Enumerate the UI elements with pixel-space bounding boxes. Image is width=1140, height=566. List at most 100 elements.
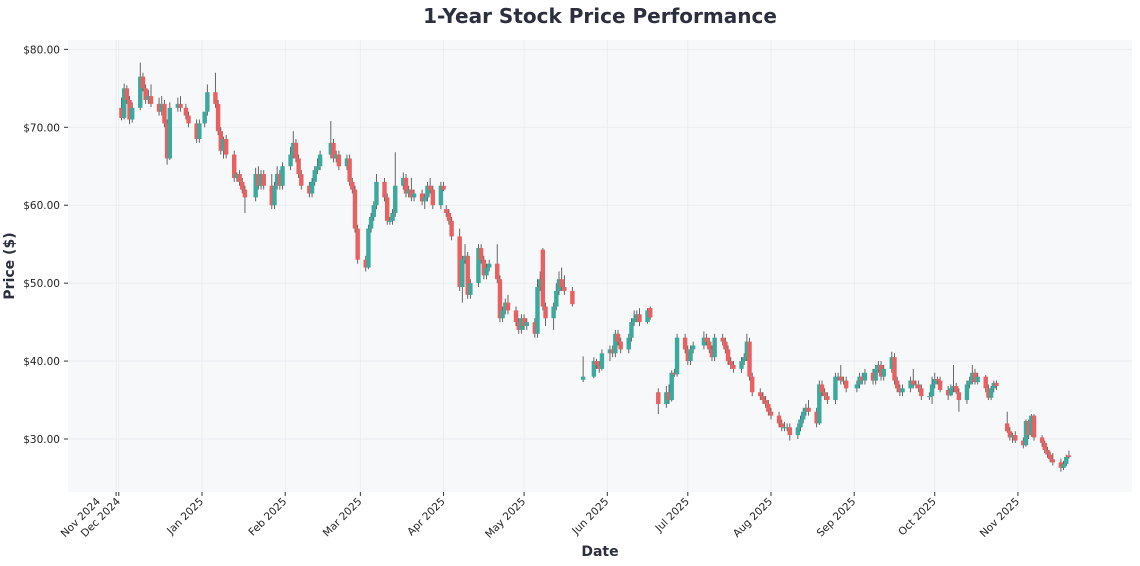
candle <box>234 172 240 182</box>
candle <box>825 392 830 404</box>
candle <box>328 121 334 159</box>
candle-body-up <box>556 279 562 291</box>
candle <box>747 337 752 381</box>
candle <box>331 138 336 163</box>
candle <box>336 150 342 171</box>
candle-body-down <box>704 337 709 342</box>
candle <box>580 356 586 383</box>
candle <box>363 255 368 272</box>
candle-body-down <box>299 174 304 186</box>
candle-body-up <box>500 310 505 319</box>
candle <box>218 127 223 155</box>
candle-body-down <box>505 302 511 311</box>
candle-body-up <box>929 384 935 397</box>
candle <box>441 181 446 192</box>
candle <box>164 119 170 165</box>
candle <box>819 380 825 397</box>
candle-body-down <box>457 236 462 288</box>
candle <box>975 372 980 385</box>
candle-body-down <box>878 364 884 377</box>
candle-body-up <box>438 185 444 206</box>
x-tick-label: Apr 2025 <box>405 496 448 539</box>
candle <box>465 251 470 299</box>
candle-body-down <box>672 372 677 375</box>
candle-body-down <box>441 185 446 190</box>
candle-body-down <box>331 142 336 159</box>
candle-body-down <box>956 392 962 401</box>
candle-body-down <box>897 388 903 393</box>
candle-body-down <box>747 341 752 377</box>
candle <box>213 72 218 108</box>
candle-body-down <box>776 415 782 424</box>
candle <box>551 302 556 330</box>
candle-body-down <box>763 400 768 404</box>
candle-body-down <box>427 185 433 190</box>
candle-body-down <box>495 263 500 280</box>
candle <box>916 380 921 393</box>
candle <box>167 102 172 161</box>
candle-body-up <box>690 345 696 350</box>
candle <box>795 423 801 440</box>
candle-body-up <box>368 216 374 229</box>
candle-body-up <box>315 166 320 171</box>
candle <box>427 177 433 194</box>
candle-body-down <box>350 181 355 190</box>
candle-body-down <box>256 174 261 186</box>
gridlines <box>68 40 1132 492</box>
candle <box>672 368 677 377</box>
candle <box>366 224 371 270</box>
candle <box>701 331 707 350</box>
candle <box>232 150 237 182</box>
candle <box>948 384 954 397</box>
candle-body-up <box>393 185 398 214</box>
candle-body-up <box>626 337 631 350</box>
candle <box>870 368 876 385</box>
candle-body-up <box>833 376 838 401</box>
candle-body-up <box>607 349 613 354</box>
candle-body-down <box>615 333 621 342</box>
candle <box>798 415 803 432</box>
candle-body-up <box>1029 415 1034 436</box>
candle <box>562 275 567 295</box>
candle <box>900 384 905 397</box>
candle-body-down <box>919 388 924 397</box>
candle <box>554 283 559 311</box>
candle-body-down <box>983 376 988 389</box>
candle <box>822 388 827 401</box>
candle-body-up <box>175 103 181 108</box>
candle-body-down <box>1013 435 1018 441</box>
candle <box>744 333 750 362</box>
candle <box>221 136 226 159</box>
candle-body-up <box>406 189 411 194</box>
candle <box>951 364 956 393</box>
candle <box>299 170 304 190</box>
candle <box>237 170 242 186</box>
candle-body-down <box>497 279 503 319</box>
candle-body-down <box>648 308 653 318</box>
candle-body-up <box>537 279 543 288</box>
candle <box>615 329 621 346</box>
candle-body-up <box>795 427 801 436</box>
candle <box>817 380 822 425</box>
candle-body-up <box>580 376 586 380</box>
candle-body-up <box>390 213 395 221</box>
candle-body-down <box>384 197 390 221</box>
candle-body-up <box>503 302 508 311</box>
candle <box>371 201 376 221</box>
candle-body-down <box>1026 421 1031 436</box>
candle <box>438 181 444 210</box>
candle <box>994 380 999 390</box>
candle-body-down <box>937 380 943 390</box>
candle-body-down <box>945 389 951 396</box>
candle <box>739 357 744 373</box>
y-tick-label: $30.00 <box>23 434 60 446</box>
candle-body-down <box>723 341 728 350</box>
x-tick-label: May 2025 <box>483 496 528 541</box>
candle <box>688 345 693 365</box>
candle <box>205 84 210 116</box>
candle-body-up <box>688 349 693 362</box>
candle-body-down <box>1005 423 1010 432</box>
candle <box>935 376 940 385</box>
candle <box>390 209 395 225</box>
